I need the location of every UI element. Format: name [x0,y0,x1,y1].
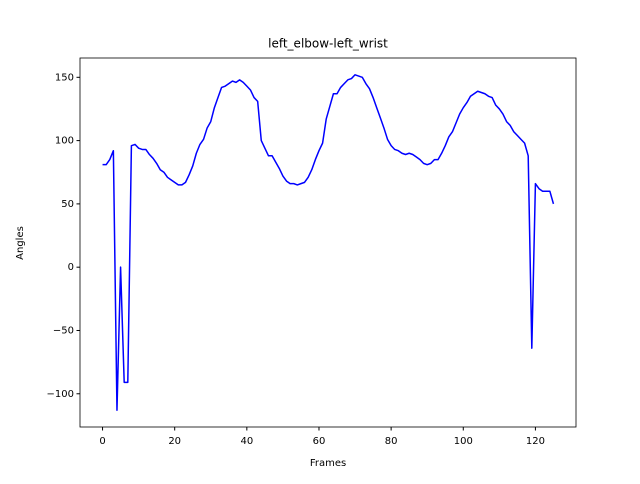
y-tick-label: 0 [68,262,74,273]
data-line [102,74,555,411]
y-tick-label: −50 [53,325,74,336]
x-axis-label: Frames [310,458,346,469]
y-tick-label: 50 [61,199,74,210]
y-tick-label: −100 [47,389,74,400]
chart-title: left_elbow-left_wrist [268,37,388,51]
x-tick-label: 60 [313,436,326,447]
y-axis-label: Angles [15,226,26,260]
x-tick-label: 80 [385,436,398,447]
x-tick-label: 0 [99,436,105,447]
y-tick-label: 100 [55,136,74,147]
y-tick-label: 150 [55,72,74,83]
x-tick-label: 100 [454,436,473,447]
x-tick-label: 40 [240,436,253,447]
x-tick-label: 20 [168,436,181,447]
x-tick-label: 120 [526,436,545,447]
plot-frame [79,57,577,428]
